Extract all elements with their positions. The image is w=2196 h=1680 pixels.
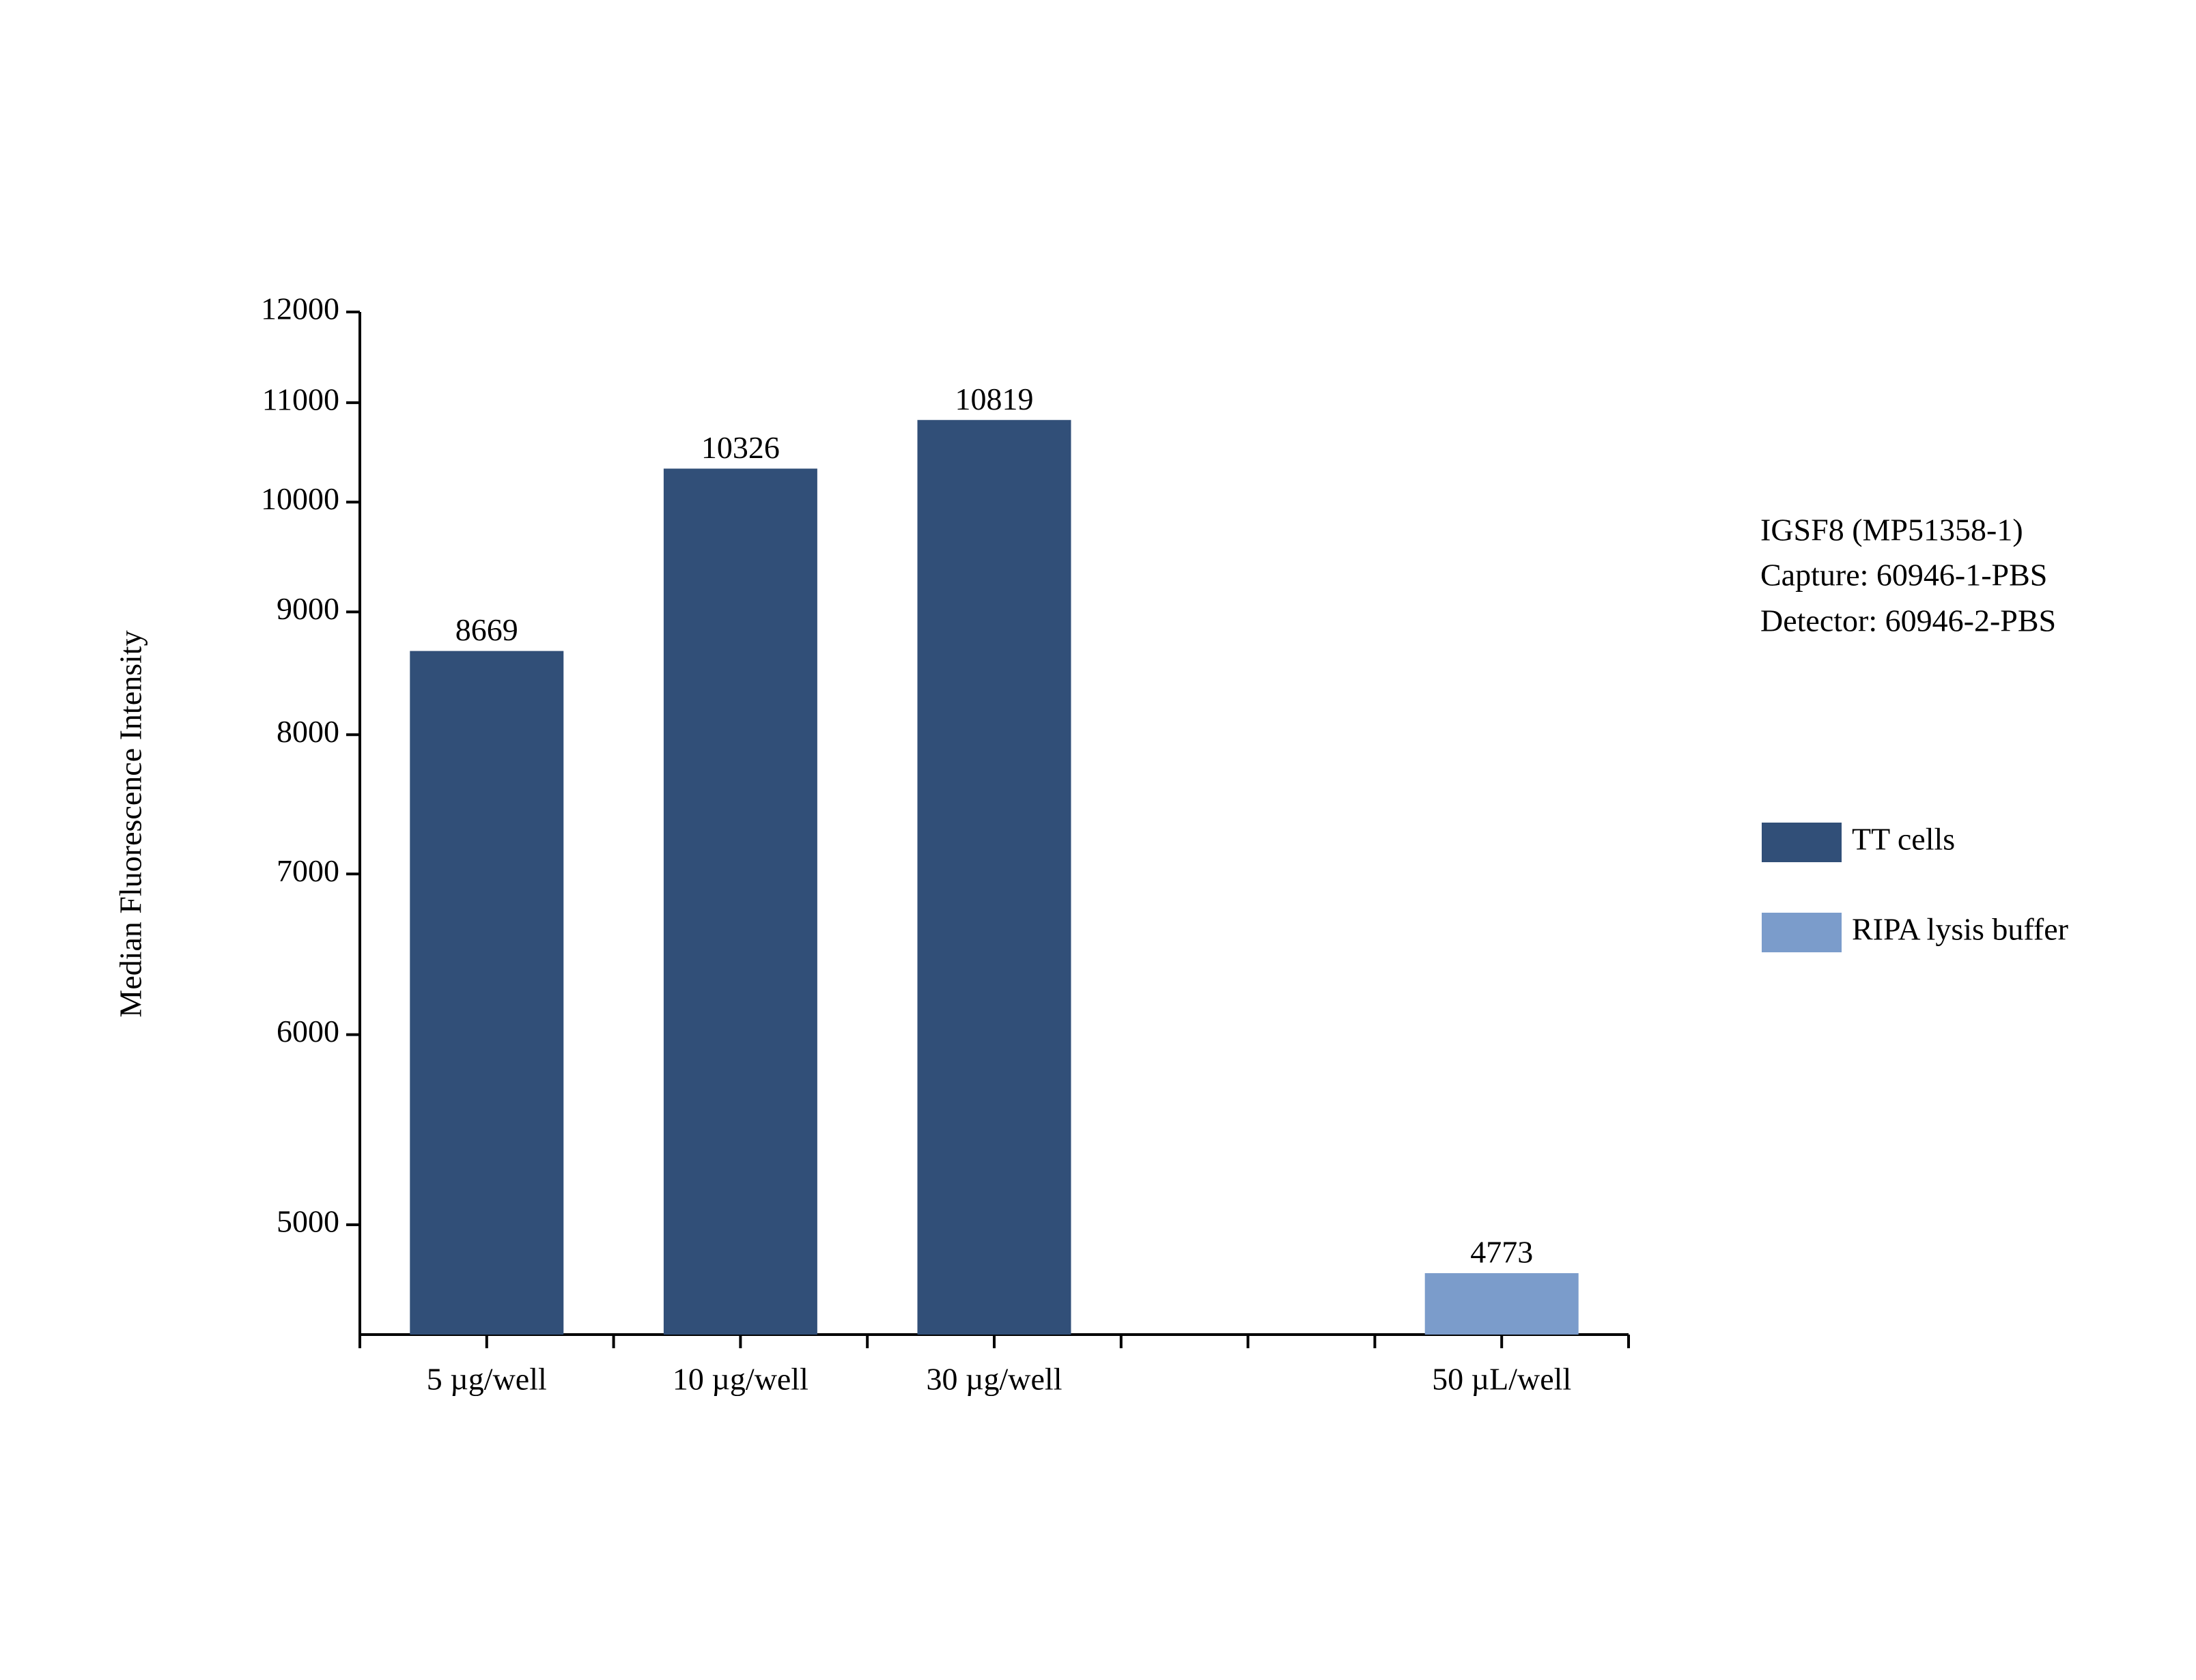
x-tick-label: 5 µg/well (427, 1362, 547, 1397)
bar (410, 651, 564, 1335)
bar (917, 420, 1071, 1335)
value-label: 10819 (955, 382, 1034, 416)
y-tick-label: 8000 (277, 714, 339, 749)
annotation: Capture: 60946-1-PBS (1760, 558, 2047, 593)
x-tick-label: 50 µL/well (1432, 1362, 1571, 1397)
value-label: 10326 (701, 430, 780, 465)
bar (1424, 1273, 1579, 1335)
y-tick-label: 10000 (261, 481, 339, 516)
y-tick-label: 12000 (261, 291, 339, 326)
value-label: 8669 (455, 612, 518, 647)
y-axis-label: Median Fluorescence Intensity (113, 630, 148, 1017)
annotation: IGSF8 (MP51358-1) (1760, 513, 2023, 547)
x-tick-label: 30 µg/well (927, 1362, 1062, 1397)
y-tick-label: 11000 (262, 382, 339, 416)
y-tick-label: 7000 (277, 853, 339, 888)
legend-swatch (1762, 913, 1842, 952)
y-tick-label: 6000 (277, 1014, 339, 1049)
legend-swatch (1762, 823, 1842, 862)
bar (663, 468, 817, 1335)
legend-label: TT cells (1852, 822, 1955, 857)
y-tick-label: 9000 (277, 591, 339, 626)
legend-label: RIPA lysis buffer (1852, 912, 2068, 947)
y-tick-label: 5000 (277, 1204, 339, 1239)
value-label: 4773 (1470, 1235, 1533, 1270)
annotation: Detector: 60946-2-PBS (1760, 603, 2056, 638)
x-tick-label: 10 µg/well (673, 1362, 808, 1397)
